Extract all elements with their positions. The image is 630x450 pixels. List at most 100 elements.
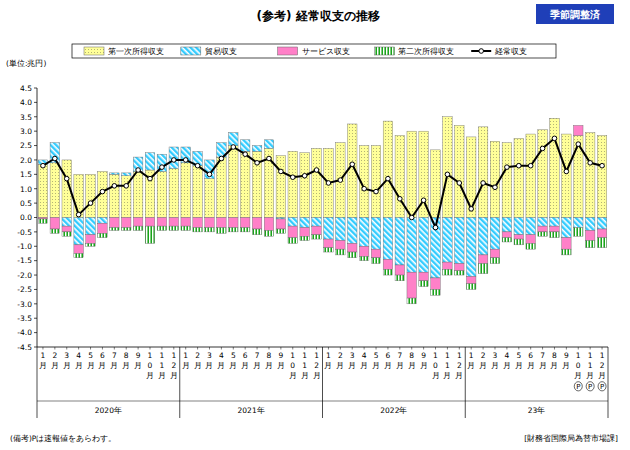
bar bbox=[121, 228, 131, 231]
x-tick-char: 1 bbox=[445, 361, 450, 370]
x-tick-char: 1 bbox=[314, 351, 319, 360]
x-tick-char: 月 bbox=[527, 361, 535, 370]
x-tick-label: 3月 bbox=[63, 351, 71, 370]
bar bbox=[74, 218, 84, 245]
x-tick-char: 8 bbox=[552, 351, 557, 360]
x-tick-char: 月 bbox=[313, 371, 321, 380]
x-tick-label: 8月 bbox=[550, 351, 558, 370]
bar bbox=[157, 154, 167, 171]
x-tick-char: 月 bbox=[122, 361, 130, 370]
bar bbox=[252, 146, 262, 152]
y-tick-label: -2.5 bbox=[17, 285, 32, 294]
y-tick bbox=[34, 275, 37, 276]
x-tick bbox=[209, 347, 210, 350]
x-tick-char: 2 bbox=[195, 351, 200, 360]
x-group-divider bbox=[322, 347, 323, 418]
bar bbox=[86, 218, 96, 235]
x-tick-char: 月 bbox=[63, 361, 71, 370]
x-tick-char: 1 bbox=[433, 351, 438, 360]
bar bbox=[98, 233, 108, 237]
bar bbox=[276, 156, 286, 218]
bar bbox=[300, 236, 310, 240]
x-tick-char: 月 bbox=[455, 371, 463, 380]
x-tick bbox=[102, 347, 103, 350]
bar bbox=[133, 226, 143, 230]
x-tick-label: 8月 bbox=[265, 351, 273, 370]
x-tick-char: 1 bbox=[41, 351, 46, 360]
line-marker bbox=[267, 156, 272, 161]
y-tick bbox=[34, 347, 37, 348]
line-marker bbox=[433, 225, 438, 230]
bar bbox=[597, 135, 607, 217]
line-marker bbox=[505, 165, 510, 170]
x-tick-label: 1月 bbox=[467, 351, 475, 370]
x-tick-char: 2 bbox=[338, 351, 343, 360]
x-tick bbox=[411, 347, 412, 350]
line-marker bbox=[136, 168, 141, 173]
x-tick-label: 10月 bbox=[146, 351, 154, 380]
x-tick bbox=[173, 347, 174, 350]
bar bbox=[240, 228, 250, 232]
x-tick-label: 7月 bbox=[539, 351, 547, 370]
legend-label: 経常収支 bbox=[494, 47, 527, 56]
x-tick-label: 3月 bbox=[205, 351, 213, 370]
legend-box bbox=[72, 44, 556, 58]
x-note: P bbox=[600, 383, 604, 391]
bar bbox=[478, 255, 488, 264]
bar bbox=[50, 229, 60, 233]
y-tick bbox=[34, 246, 37, 247]
x-tick bbox=[245, 347, 246, 350]
x-tick-char: 9 bbox=[421, 351, 426, 360]
bar bbox=[455, 218, 465, 264]
x-group-label: 2022年 bbox=[380, 406, 407, 415]
x-tick-char: 月 bbox=[265, 361, 273, 370]
y-tick-label: -0.5 bbox=[17, 228, 32, 237]
x-tick bbox=[494, 347, 495, 350]
x-note: P bbox=[576, 383, 580, 391]
y-tick bbox=[34, 260, 37, 261]
legend-swatch bbox=[374, 47, 394, 55]
legend-marker bbox=[479, 49, 484, 54]
x-tick bbox=[280, 347, 281, 350]
bar bbox=[597, 229, 607, 238]
x-tick-label: 5月 bbox=[372, 351, 380, 370]
x-tick-char: 7 bbox=[255, 351, 260, 360]
bar bbox=[514, 138, 524, 217]
x-tick-char: 5 bbox=[88, 351, 93, 360]
x-tick-char: 5 bbox=[516, 351, 521, 360]
x-tick-char: 0 bbox=[290, 361, 295, 370]
x-tick bbox=[292, 347, 293, 350]
x-tick-char: 3 bbox=[64, 351, 69, 360]
x-tick-label: 12月 bbox=[313, 351, 321, 380]
x-tick bbox=[602, 347, 603, 350]
y-tick-label: -4.0 bbox=[17, 328, 32, 337]
x-tick bbox=[114, 347, 115, 350]
badge: 季節調整済 bbox=[549, 9, 601, 20]
x-tick-char: 月 bbox=[515, 361, 523, 370]
bar bbox=[157, 171, 167, 217]
x-tick-label: 2月 bbox=[479, 351, 487, 370]
y-tick bbox=[34, 102, 37, 103]
line-marker bbox=[528, 163, 533, 168]
bar bbox=[169, 169, 179, 218]
bar bbox=[288, 218, 298, 227]
y-tick-label: 2.5 bbox=[20, 141, 32, 150]
line-marker bbox=[362, 186, 367, 191]
x-tick bbox=[90, 347, 91, 350]
x-tick-char: 8 bbox=[124, 351, 129, 360]
bar bbox=[574, 228, 584, 237]
bar bbox=[371, 258, 381, 264]
legend-label: 第一次所得収支 bbox=[108, 47, 164, 56]
bar bbox=[133, 157, 143, 171]
x-tick-char: 月 bbox=[574, 371, 582, 380]
bar bbox=[347, 243, 357, 252]
line-marker bbox=[290, 175, 295, 180]
bar bbox=[371, 146, 381, 218]
x-group-label: 23年 bbox=[528, 406, 546, 415]
y-tick-label: 1.5 bbox=[20, 170, 32, 179]
y-tick bbox=[34, 332, 37, 333]
x-tick-char: 1 bbox=[469, 351, 474, 360]
x-tick-char: 1 bbox=[302, 361, 307, 370]
x-tick-char: 月 bbox=[241, 361, 249, 370]
bar bbox=[86, 235, 96, 244]
